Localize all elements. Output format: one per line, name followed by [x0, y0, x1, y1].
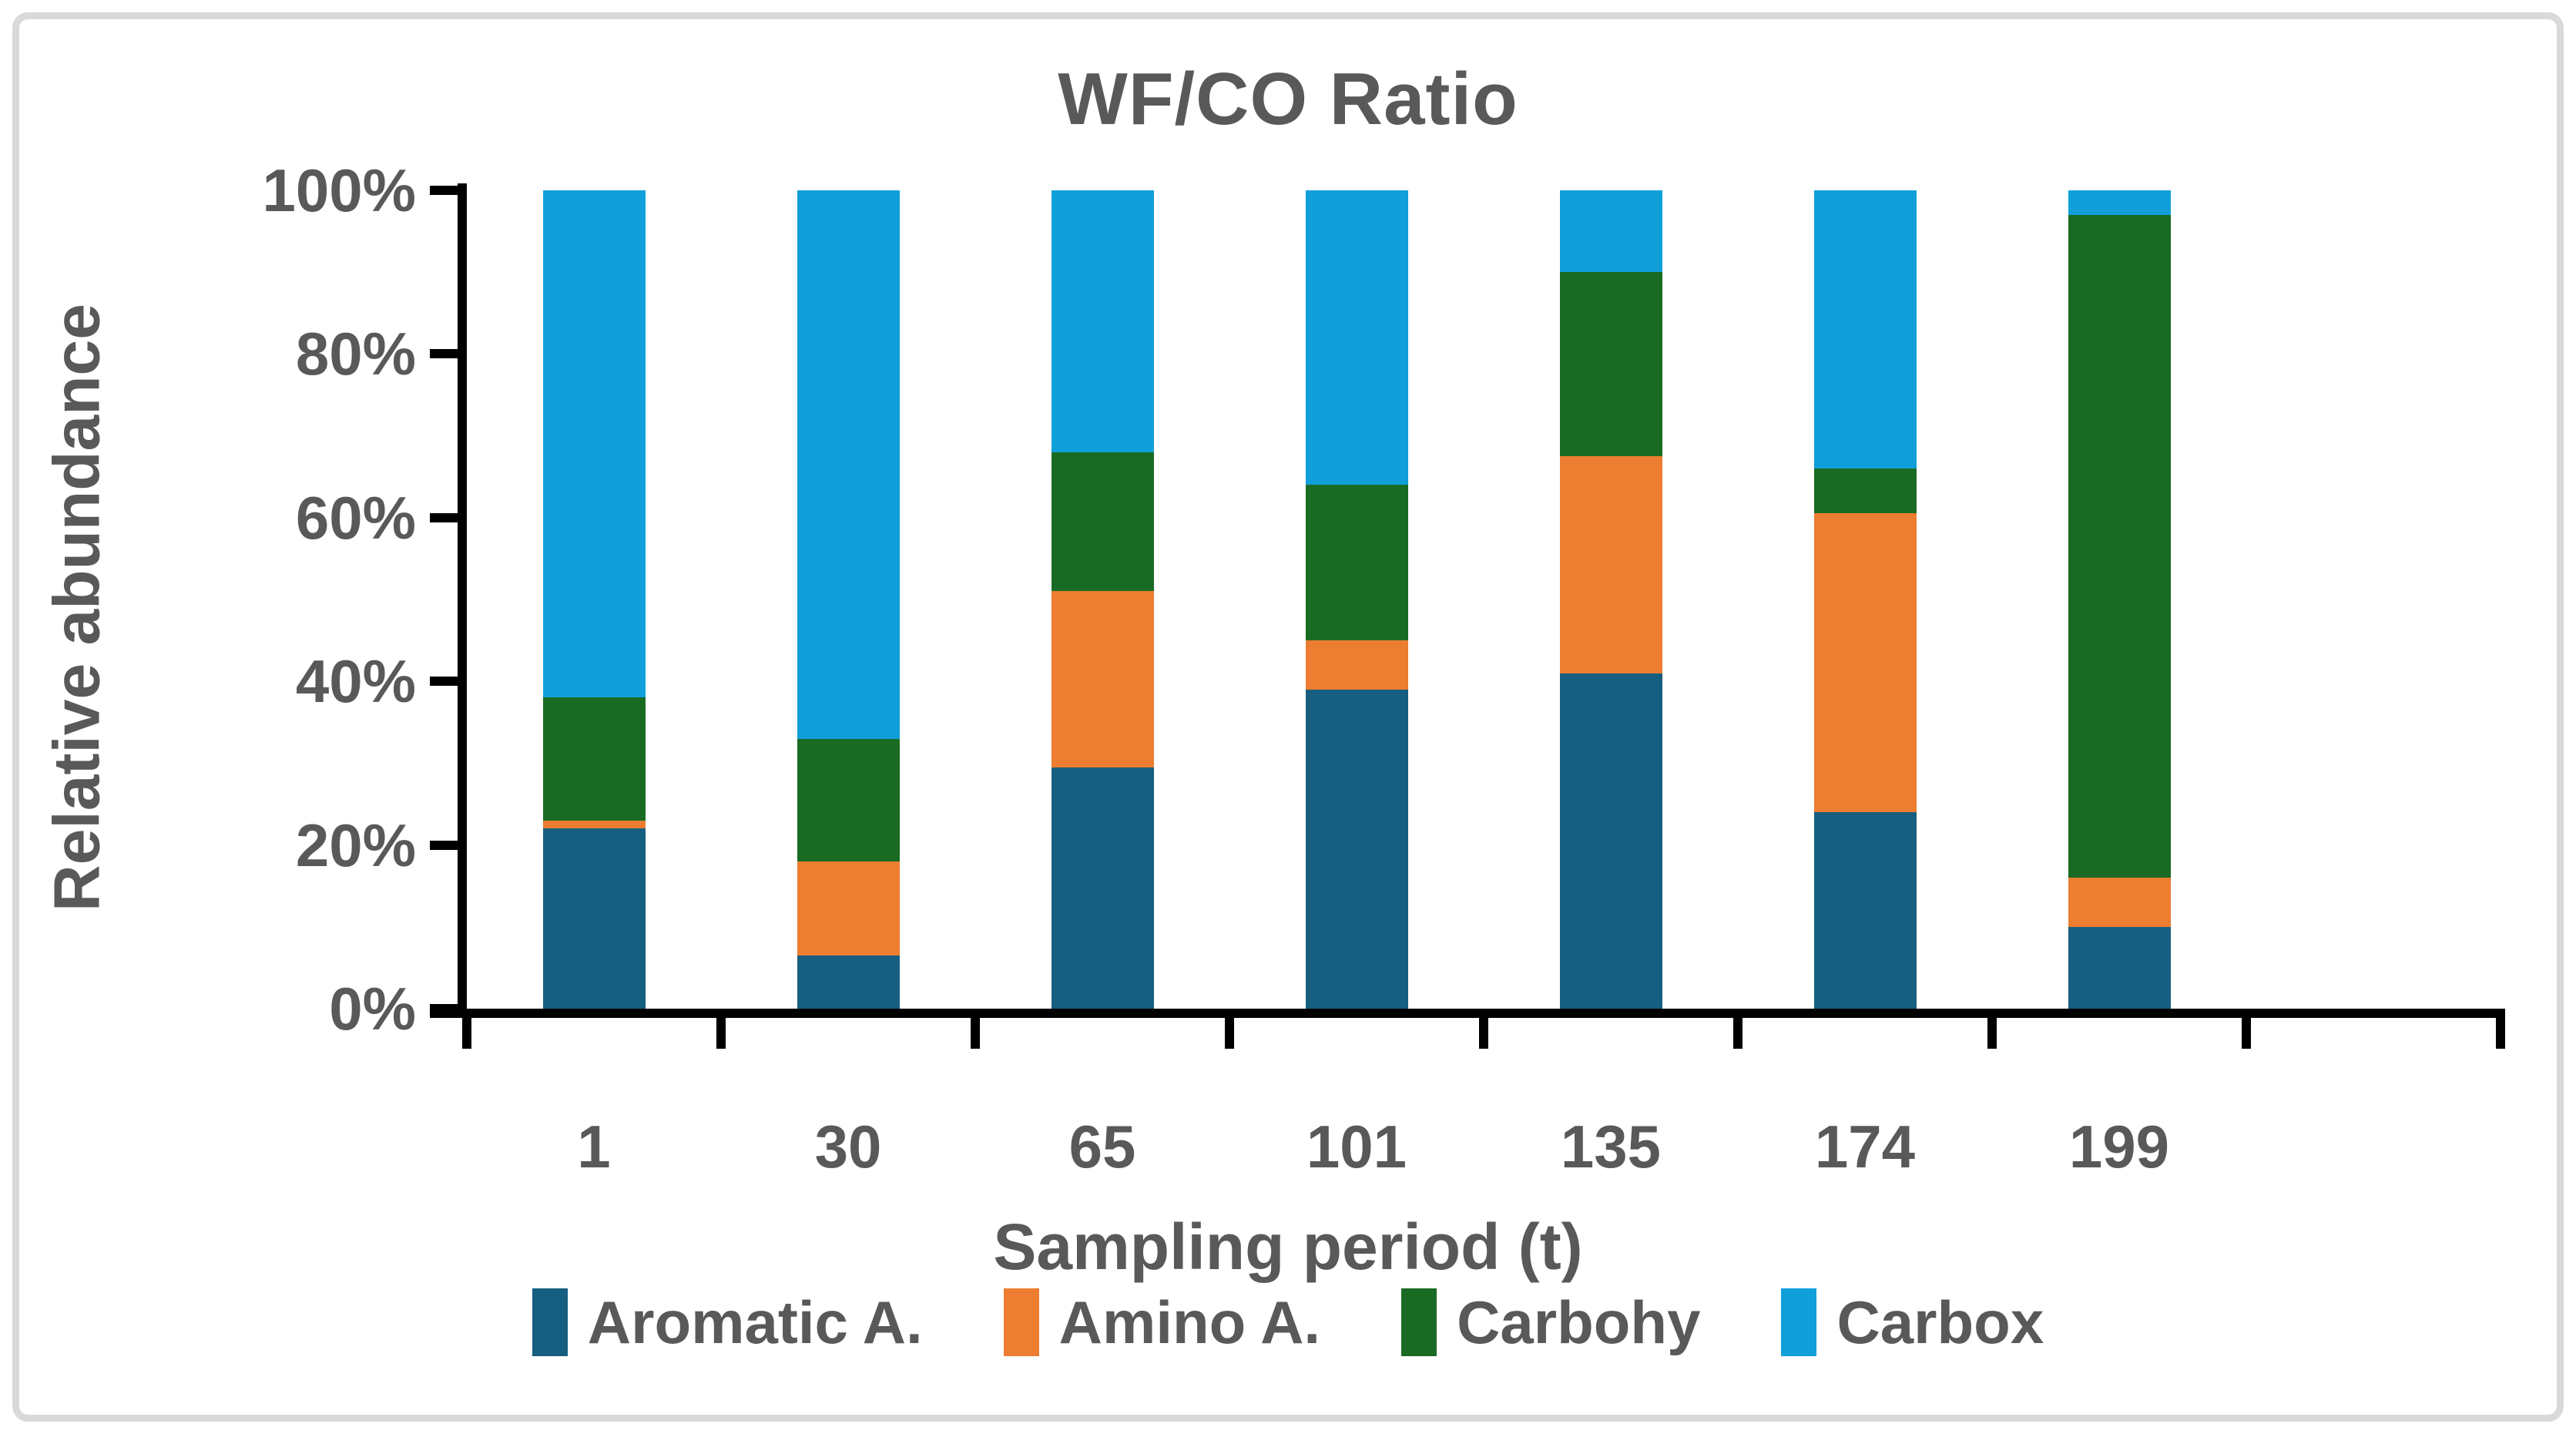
y-tick-label: 20% [295, 811, 416, 879]
bar-segment-carbohy-cat-1 [542, 697, 646, 821]
legend-label-aromatic-a: Aromatic A. [587, 1288, 923, 1356]
bar-segment-amino-a-cat-101 [1305, 640, 1408, 690]
bar-segment-carbox-cat-174 [1813, 190, 1917, 469]
x-tick-label: 30 [814, 1113, 882, 1180]
bar-segment-carbox-cat-1 [542, 190, 646, 698]
bar-segment-carbohy-cat-101 [1305, 485, 1408, 641]
x-axis-line [430, 1009, 2501, 1018]
bar-segment-carbohy-cat-199 [2068, 214, 2171, 878]
bar-segment-carbohy-cat-174 [1813, 468, 1917, 514]
x-tick-mark [1733, 1009, 1742, 1049]
y-tick-label: 60% [295, 483, 416, 552]
y-axis-title: Relative abundance [40, 304, 113, 912]
x-tick-mark [971, 1009, 980, 1049]
x-tick-mark [1225, 1009, 1234, 1049]
bar-segment-aromatic-a-cat-1 [542, 828, 646, 1009]
bar-segment-carbohy-cat-30 [797, 738, 900, 861]
x-tick-label: 174 [1814, 1113, 1916, 1180]
chart-frame-border [12, 12, 2564, 1422]
bar-segment-aromatic-a-cat-65 [1051, 767, 1154, 1009]
bar-segment-carbohy-cat-65 [1051, 452, 1154, 592]
bar-segment-amino-a-cat-174 [1813, 513, 1917, 813]
bar-segment-amino-a-cat-135 [1559, 456, 1662, 673]
x-tick-mark [462, 1009, 471, 1049]
x-tick-mark [2242, 1009, 2251, 1049]
bar-segment-aromatic-a-cat-101 [1305, 689, 1408, 1009]
x-tick-mark [2496, 1009, 2505, 1049]
bar-segment-carbox-cat-135 [1559, 190, 1662, 273]
y-axis-line [458, 183, 467, 1018]
legend: Aromatic A. Amino A. Carbohy Carbox [0, 1288, 2576, 1356]
x-tick-mark [716, 1009, 726, 1049]
x-tick-mark [1479, 1009, 1488, 1049]
x-tick-label: 65 [1068, 1113, 1136, 1180]
legend-swatch-amino-a [1003, 1288, 1039, 1356]
bar-segment-aromatic-a-cat-174 [1813, 812, 1917, 1009]
legend-swatch-aromatic-a [532, 1288, 568, 1356]
legend-label-carbox: Carbox [1836, 1288, 2044, 1356]
bar-segment-aromatic-a-cat-135 [1559, 673, 1662, 1009]
bar-segment-carbox-cat-65 [1051, 190, 1154, 452]
legend-label-carbohy: Carbohy [1457, 1288, 1701, 1356]
bar-segment-amino-a-cat-1 [542, 820, 646, 829]
legend-label-amino-a: Amino A. [1058, 1288, 1321, 1356]
legend-item-aromatic-a: Aromatic A. [532, 1288, 923, 1356]
legend-item-carbohy: Carbohy [1401, 1288, 1700, 1356]
x-tick-label: 101 [1306, 1113, 1407, 1180]
chart-title: WF/CO Ratio [1058, 58, 1518, 140]
legend-item-amino-a: Amino A. [1003, 1288, 1321, 1356]
bar-segment-aromatic-a-cat-30 [797, 955, 900, 1009]
x-tick-mark [1987, 1009, 1997, 1049]
legend-item-carbox: Carbox [1781, 1288, 2044, 1356]
legend-swatch-carbox [1781, 1288, 1817, 1356]
y-tick-label: 80% [295, 320, 416, 388]
bar-segment-aromatic-a-cat-199 [2068, 926, 2171, 1009]
x-tick-label: 1 [577, 1113, 611, 1180]
bar-segment-amino-a-cat-30 [797, 861, 900, 955]
y-tick-label: 40% [295, 647, 416, 716]
y-tick-label: 0% [329, 975, 416, 1043]
x-tick-label: 199 [2068, 1113, 2170, 1180]
legend-swatch-carbohy [1401, 1288, 1437, 1356]
bar-segment-carbox-cat-101 [1305, 190, 1408, 485]
bar-segment-amino-a-cat-199 [2068, 878, 2171, 927]
bar-segment-carbohy-cat-135 [1559, 272, 1662, 457]
x-tick-label: 135 [1560, 1113, 1662, 1180]
x-axis-title: Sampling period (t) [993, 1211, 1583, 1283]
bar-segment-carbox-cat-199 [2068, 190, 2171, 215]
bar-segment-carbox-cat-30 [797, 190, 900, 739]
y-tick-label: 100% [262, 156, 417, 224]
bar-segment-amino-a-cat-65 [1051, 591, 1154, 767]
